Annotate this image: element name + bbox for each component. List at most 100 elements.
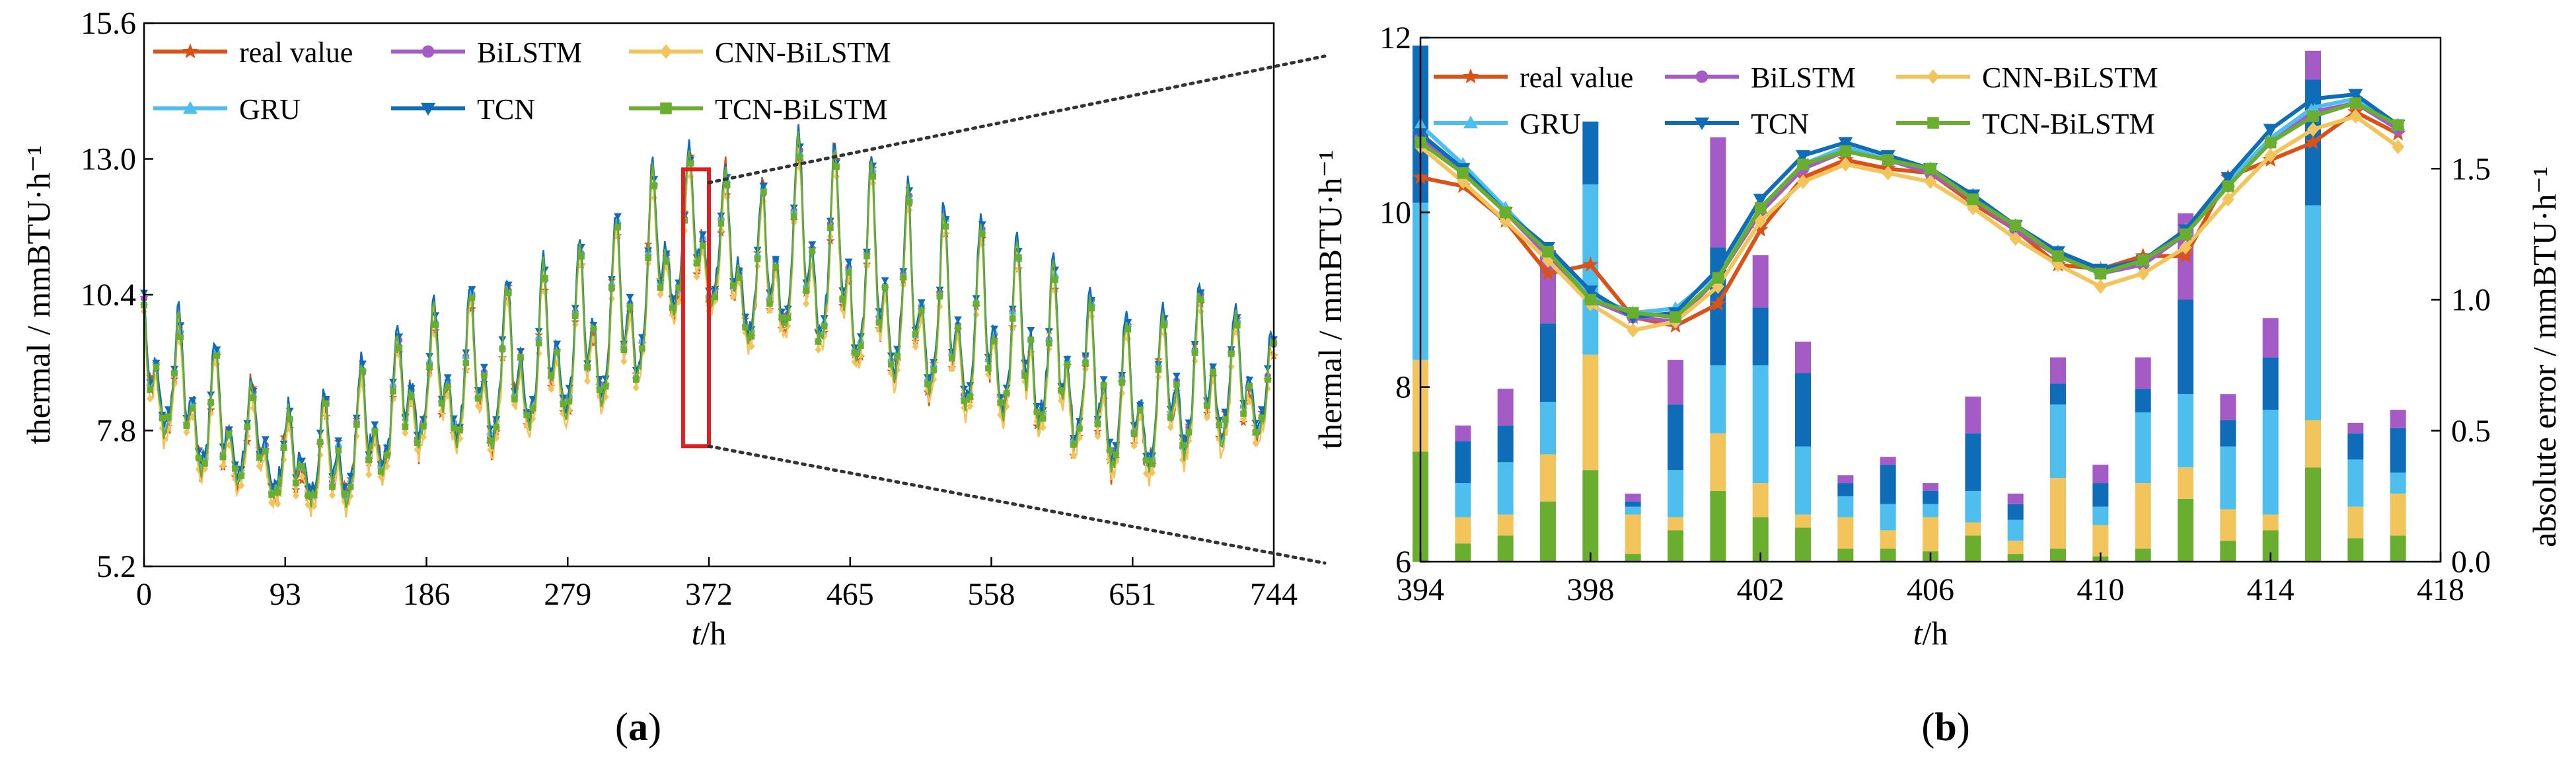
- error-bar-cnn-bilstm: [2007, 541, 2024, 554]
- panel-a-point-tcn-bilstm: [772, 263, 779, 270]
- panel-a-point-tcn-bilstm: [1094, 420, 1101, 428]
- error-bar-cnn-bilstm: [2305, 420, 2321, 468]
- panel-a-point-tcn: [371, 421, 379, 429]
- error-bar-tcn: [1540, 323, 1556, 402]
- panel-b-point-tcn-bilstm: [2349, 97, 2362, 109]
- panel-b-line-tcn-bilstm: [1419, 101, 2400, 319]
- panel-b-ylabel: thermal / mmBTU·h⁻¹: [1311, 150, 1348, 449]
- panel-a-point-tcn: [164, 406, 172, 414]
- panel-a-point-tcn: [1099, 376, 1108, 383]
- panel-a-point-tcn-bilstm: [797, 154, 803, 161]
- panel-a-point-tcn-bilstm: [718, 220, 725, 227]
- panel-a-point-tcn: [844, 258, 853, 266]
- panel-a-point-tcn-bilstm: [1161, 322, 1168, 328]
- panel-a-point-tcn: [990, 325, 999, 333]
- panel-a-point-tcn-bilstm: [474, 395, 482, 402]
- panel-a-point-tcn-bilstm: [274, 489, 281, 496]
- panel-a-point-tcn: [1245, 376, 1254, 384]
- panel-a-point-tcn: [1209, 363, 1218, 371]
- panel-a-point-tcn-bilstm: [924, 381, 931, 388]
- panel-a-point-tcn-bilstm: [736, 274, 743, 281]
- panel-a-point-tcn-bilstm: [451, 425, 457, 432]
- panel-a-point-cnn-bilstm: [402, 429, 409, 437]
- panel-a-point-cnn-bilstm: [735, 278, 743, 287]
- panel-a-point-tcn-bilstm: [912, 330, 919, 338]
- error-bar-gru: [1455, 483, 1471, 517]
- panel-a-point-tcn: [626, 293, 634, 301]
- panel-a-point-tcn-bilstm: [973, 301, 980, 307]
- error-bar-cnn-bilstm: [1923, 517, 1938, 552]
- error-bar-tcn-bilstm: [1668, 530, 1683, 562]
- panel-b-ytick-right-label: 1.5: [2451, 151, 2491, 186]
- panel-a-point-tcn: [614, 213, 622, 221]
- panel-b-legend-marker-real-value: [1462, 68, 1479, 84]
- panel-a-point-tcn-bilstm: [1033, 408, 1041, 416]
- error-bar-tcn: [1455, 441, 1471, 484]
- panel-b-point-gru: [2306, 100, 2320, 113]
- error-bar-tcn: [2007, 504, 2024, 520]
- panel-a-marks: [139, 124, 1278, 518]
- panel-a-point-tcn-bilstm: [881, 284, 889, 291]
- panel-b-point-cnn-bilstm: [2179, 240, 2192, 255]
- panel-a-point-cnn-bilstm: [474, 402, 482, 410]
- panel-a-point-tcn-bilstm: [299, 463, 305, 469]
- panel-a-point-tcn: [1136, 402, 1144, 410]
- panel-a-point-cnn-bilstm: [1094, 432, 1101, 440]
- error-bar-tcn-bilstm: [2220, 541, 2236, 562]
- panel-a-legend-label-tcn-bilstm: TCN-BiLSTM: [715, 93, 888, 126]
- panel-a-point-tcn-bilstm: [359, 368, 366, 375]
- panel-a-point-tcn-bilstm: [365, 457, 372, 464]
- panel-a-point-tcn-bilstm: [316, 439, 324, 445]
- panel-a-point-tcn-bilstm: [268, 491, 275, 498]
- panel-a-point-tcn-bilstm: [171, 370, 178, 377]
- panel-a-point-tcn-bilstm: [1258, 414, 1265, 421]
- panel-a-legend-marker-tcn: [421, 102, 435, 116]
- panel-a-point-tcn-bilstm: [645, 254, 651, 262]
- panel-a-point-tcn-bilstm: [978, 231, 986, 237]
- zoom-connector-lines: [707, 54, 1327, 565]
- panel-b-point-tcn-bilstm: [1882, 154, 1894, 166]
- panel-a-point-tcn-bilstm: [1100, 381, 1107, 389]
- panel-a-legend-marker-real-value: [182, 43, 199, 59]
- panel-b-point-cnn-bilstm: [2137, 266, 2150, 281]
- panel-a-point-tcn-bilstm: [991, 338, 998, 345]
- panel-a-point-cnn-bilstm: [328, 491, 336, 500]
- panel-b-legend-marker-tcn-bilstm: [1927, 117, 1939, 129]
- error-bar-gru: [1625, 506, 1641, 515]
- panel-a-xlabel-italic: t: [692, 615, 702, 652]
- panel-a-point-tcn-bilstm: [590, 325, 597, 332]
- panel-a-point-tcn-bilstm: [1252, 429, 1259, 436]
- panel-a-point-cnn-bilstm: [147, 395, 154, 403]
- error-bar-cnn-bilstm: [1455, 517, 1471, 544]
- panel-b-point-real-value: [1710, 295, 1726, 311]
- error-bar-tcn-bilstm: [1582, 470, 1599, 562]
- panel-a-point-tcn-bilstm: [438, 400, 445, 407]
- panel-b-legend-label-tcn: TCN: [1751, 108, 1809, 140]
- panel-b-ytick-right-label: 0.5: [2451, 414, 2491, 449]
- error-bar-bilstm: [1625, 493, 1641, 502]
- panel-b-point-cnn-bilstm: [1796, 174, 1810, 190]
- panel-a-xtick-label: 186: [403, 577, 451, 612]
- panel-a-point-real-value: [911, 336, 920, 345]
- panel-b-ytick-label: 12: [1380, 20, 1411, 56]
- panel-b-ylabel-right: absolute error / mmBTU·h⁻¹: [2526, 167, 2563, 547]
- panel-a-point-tcn-bilstm: [541, 274, 548, 282]
- error-bar-gru: [1752, 365, 1769, 484]
- panel-a-point-real-value: [510, 381, 519, 389]
- panel-a-point-tcn-bilstm: [1167, 414, 1174, 421]
- error-bar-tcn-bilstm: [2178, 498, 2193, 562]
- panel-a-point-tcn-bilstm: [1204, 402, 1210, 409]
- error-bar-tcn: [1795, 373, 1811, 447]
- panel-a-point-tcn-bilstm: [1228, 350, 1235, 358]
- panel-a-legend-marker-bilstm: [422, 45, 435, 58]
- panel-a-point-tcn: [772, 256, 780, 264]
- panel-a-point-tcn-bilstm: [420, 422, 427, 430]
- error-bar-tcn: [2135, 389, 2151, 412]
- panel-a-point-tcn-bilstm: [639, 345, 645, 352]
- panel-a-point-tcn-bilstm: [250, 395, 257, 402]
- panel-a-point-tcn: [1196, 289, 1205, 297]
- panel-a-point-cnn-bilstm: [815, 346, 822, 354]
- panel-b-xlabel: t/h: [1913, 615, 1948, 652]
- panel-a-point-cnn-bilstm: [632, 383, 640, 392]
- panel-a-point-cnn-bilstm: [408, 398, 415, 407]
